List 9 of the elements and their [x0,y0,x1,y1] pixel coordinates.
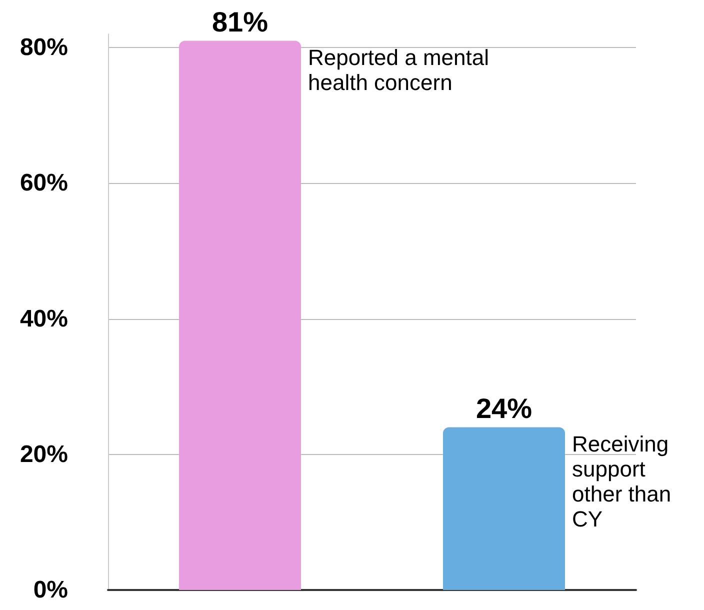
y-tick-label: 0% [33,576,68,604]
y-tick-label: 80% [20,34,68,62]
y-tick-label: 20% [20,440,68,468]
annotation: Reported a mental health concern [308,44,496,95]
annotation: Receiving support other than CY [572,431,678,532]
y-tick-label: 60% [20,170,68,197]
data-label: 24% [476,392,532,424]
y-tick-label: 40% [20,305,68,332]
data-label: 81% [212,6,268,38]
